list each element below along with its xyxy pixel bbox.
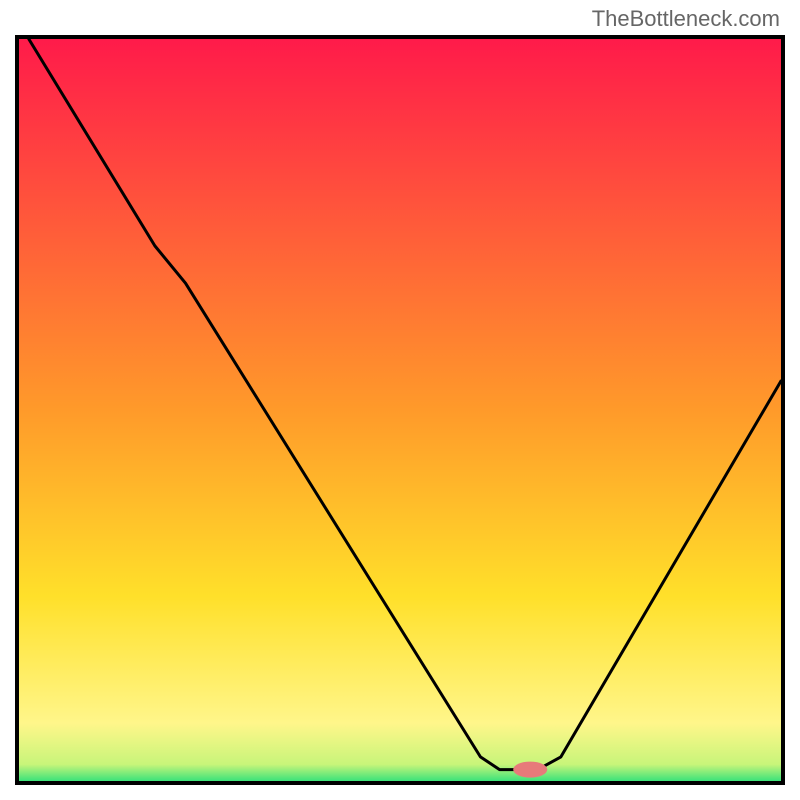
chart-background bbox=[17, 37, 783, 783]
watermark-text: TheBottleneck.com bbox=[592, 6, 780, 32]
bottleneck-chart bbox=[15, 35, 785, 785]
optimal-marker bbox=[513, 762, 547, 778]
chart-svg bbox=[15, 35, 785, 785]
